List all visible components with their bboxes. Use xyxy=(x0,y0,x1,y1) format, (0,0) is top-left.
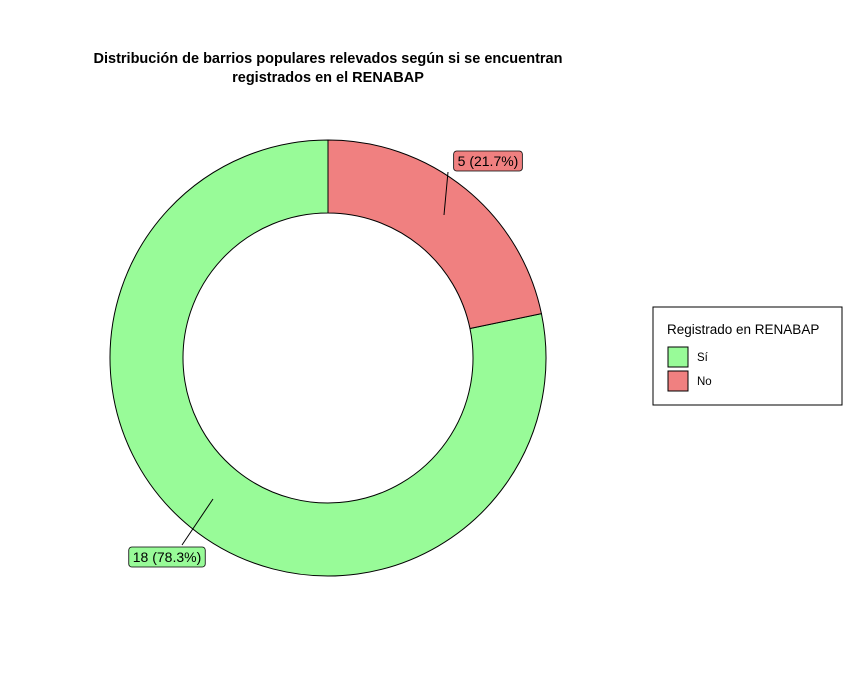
legend-item-si: Sí xyxy=(667,346,709,368)
data-label-box xyxy=(128,546,206,568)
data-label-no: 5 (21.7%) xyxy=(453,150,523,172)
data-label-text: 5 (21.7%) xyxy=(458,153,519,169)
data-label-text: 18 (78.3%) xyxy=(133,549,201,565)
legend-key xyxy=(667,370,689,392)
legend-items: Sí No xyxy=(667,346,712,392)
leader-line-no xyxy=(443,171,449,216)
legend-label: No xyxy=(697,376,712,388)
legend-title: Registrado en RENABAP xyxy=(667,322,819,337)
legend-key xyxy=(667,346,689,368)
data-labels: 18 (78.3%) 5 (21.7%) xyxy=(128,150,523,568)
donut-slice-no xyxy=(327,139,543,330)
data-label-box xyxy=(453,150,523,172)
chart-title-line-1: Distribución de barrios populares releva… xyxy=(94,51,563,67)
chart-title: Distribución de barrios populares releva… xyxy=(94,51,563,86)
donut-slice-si xyxy=(109,139,547,577)
leader-line-si xyxy=(181,498,214,546)
chart-title-line-2: registrados en el RENABAP xyxy=(232,70,424,86)
data-label-si: 18 (78.3%) xyxy=(128,546,206,568)
legend-label: Sí xyxy=(697,352,709,364)
donut-slices xyxy=(109,139,547,577)
legend-item-no: No xyxy=(667,370,712,392)
legend: Registrado en RENABAP Sí No xyxy=(652,306,843,406)
